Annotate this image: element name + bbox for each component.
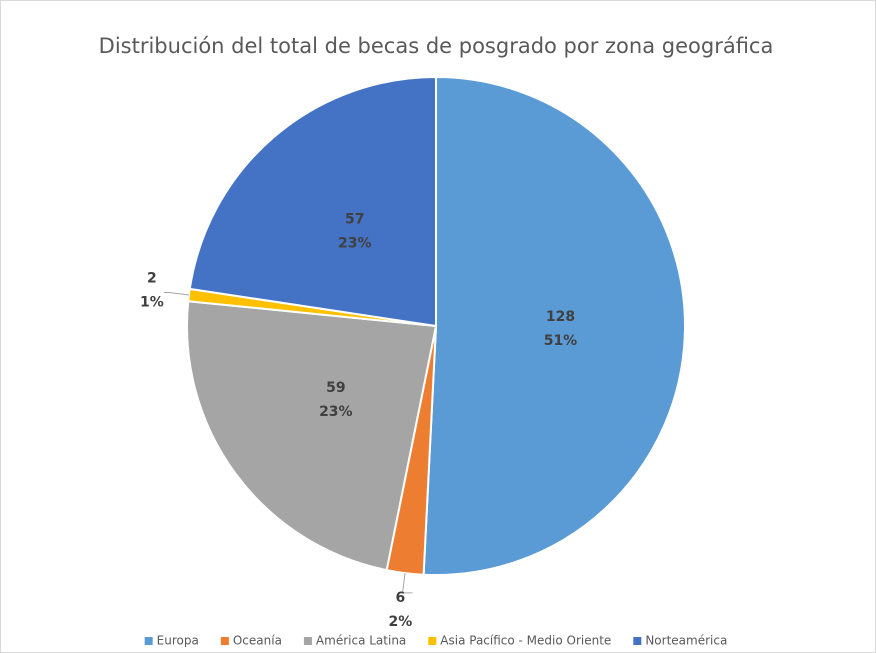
legend-swatch: [633, 637, 642, 645]
legend-swatch: [428, 637, 437, 645]
legend-label: Asia Pacífico - Medio Oriente: [440, 634, 611, 648]
percent-label: 1%: [140, 294, 164, 310]
chart-title: Distribución del total de becas de posgr…: [99, 34, 774, 58]
data-label: 57: [345, 212, 364, 228]
leader-line: [401, 573, 413, 594]
percent-label: 2%: [389, 614, 413, 630]
data-label: 2: [147, 270, 157, 286]
pie-slice: [422, 75, 687, 576]
legend-label: América Latina: [316, 634, 406, 648]
pie-slice: [186, 300, 438, 572]
percent-label: 51%: [544, 333, 578, 349]
percent-label: 23%: [338, 236, 372, 252]
pie-slice: [188, 75, 437, 328]
data-label: 6: [396, 590, 406, 606]
legend-label: Norteamérica: [645, 634, 727, 648]
data-label: 59: [326, 380, 345, 396]
percent-label: 23%: [319, 404, 353, 420]
legend-swatch: [303, 637, 312, 645]
legend-label: Europa: [157, 634, 199, 648]
leader-line: [163, 292, 189, 296]
legend-swatch: [220, 637, 229, 645]
data-label: 128: [546, 309, 575, 325]
legend-label: Oceanía: [233, 634, 282, 648]
legend-swatch: [144, 637, 153, 645]
